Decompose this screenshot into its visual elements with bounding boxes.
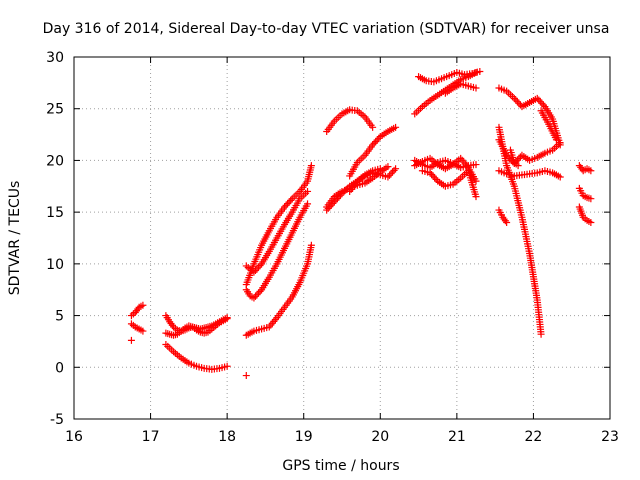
- data-point: [552, 136, 560, 144]
- data-point: [282, 201, 290, 209]
- data-point: [539, 101, 547, 109]
- x-tick-label: 23: [601, 429, 619, 445]
- data-point: [287, 196, 295, 204]
- data-point: [253, 265, 261, 273]
- data-point: [372, 138, 380, 146]
- data-point: [281, 203, 289, 211]
- data-point: [304, 200, 312, 208]
- y-tick-label: 30: [46, 50, 64, 66]
- y-axis-title: SDTVAR / TECUs: [7, 181, 23, 296]
- data-point: [139, 301, 147, 309]
- data-point: [510, 94, 518, 102]
- data-point: [253, 291, 261, 299]
- data-point: [139, 327, 147, 335]
- data-point: [307, 241, 315, 249]
- data-point: [515, 155, 523, 163]
- data-point: [587, 218, 595, 226]
- x-tick-label: 18: [218, 429, 236, 445]
- data-point: [515, 99, 523, 107]
- x-axis-title: GPS time / hours: [282, 458, 399, 474]
- data-point: [250, 268, 258, 276]
- data-point: [256, 287, 264, 295]
- y-tick-label: 15: [46, 205, 64, 221]
- chart-title: Day 316 of 2014, Sidereal Day-to-day VTE…: [43, 21, 610, 37]
- plot-frame: [73, 56, 611, 420]
- data-point: [284, 200, 292, 208]
- data-point: [307, 162, 315, 170]
- data-point: [472, 193, 480, 201]
- axis-ticks: [73, 56, 611, 420]
- data-point: [512, 96, 520, 104]
- data-point: [392, 123, 400, 131]
- data-point: [392, 165, 400, 173]
- data-point: [389, 168, 397, 176]
- data-point: [503, 218, 511, 226]
- data-point: [223, 315, 231, 323]
- data-point: [431, 174, 439, 182]
- data-point: [242, 372, 250, 380]
- data-point: [369, 123, 377, 131]
- x-tick-labels: 16 17 18 19 20 21 22 23: [65, 429, 619, 445]
- data-point: [250, 294, 258, 302]
- data-point: [533, 94, 541, 102]
- data-point: [587, 167, 595, 175]
- x-tick-label: 19: [295, 429, 313, 445]
- data-point: [535, 96, 543, 104]
- data-marks: [127, 67, 595, 380]
- data-point: [369, 141, 377, 149]
- data-point: [168, 321, 176, 329]
- data-point: [472, 161, 480, 169]
- data-point: [426, 169, 434, 177]
- data-point: [472, 177, 480, 185]
- x-tick-label: 20: [371, 429, 389, 445]
- y-tick-label: -5: [50, 412, 64, 428]
- data-point: [538, 99, 546, 107]
- data-point: [501, 217, 509, 225]
- y-tick-label: 25: [46, 102, 64, 118]
- grid-lines: [74, 57, 610, 419]
- data-point: [127, 336, 135, 344]
- data-point: [285, 198, 293, 206]
- data-point: [370, 139, 378, 147]
- data-point: [476, 67, 484, 75]
- data-point: [556, 139, 564, 147]
- x-tick-label: 17: [142, 429, 160, 445]
- x-tick-label: 22: [525, 429, 543, 445]
- data-point: [587, 195, 595, 203]
- data-point: [385, 171, 393, 179]
- data-point: [251, 266, 259, 274]
- data-point: [373, 136, 381, 144]
- y-tick-label: 5: [55, 309, 64, 325]
- data-point: [375, 134, 383, 142]
- x-tick-label: 16: [65, 429, 83, 445]
- data-point: [304, 187, 312, 195]
- data-point: [472, 84, 480, 92]
- data-point: [429, 172, 437, 180]
- data-point: [514, 162, 522, 170]
- data-point: [384, 163, 392, 171]
- data-point: [387, 170, 395, 178]
- y-tick-label: 10: [46, 257, 64, 273]
- data-point: [255, 263, 263, 271]
- data-point: [256, 262, 264, 270]
- data-point: [223, 362, 231, 370]
- data-point: [513, 98, 521, 106]
- y-tick-label: 20: [46, 153, 64, 169]
- data-point: [251, 292, 259, 300]
- data-point: [432, 175, 440, 183]
- data-point: [537, 330, 545, 338]
- data-point: [536, 98, 544, 106]
- x-tick-label: 21: [448, 429, 466, 445]
- data-point: [376, 165, 384, 173]
- data-point: [390, 166, 398, 174]
- data-point: [504, 153, 512, 161]
- data-point: [384, 173, 392, 181]
- y-tick-labels: -5 0 5 10 15 20 25 30: [46, 50, 64, 428]
- data-point: [556, 173, 564, 181]
- y-tick-label: 0: [55, 360, 64, 376]
- data-point: [255, 289, 263, 297]
- data-point: [428, 170, 436, 178]
